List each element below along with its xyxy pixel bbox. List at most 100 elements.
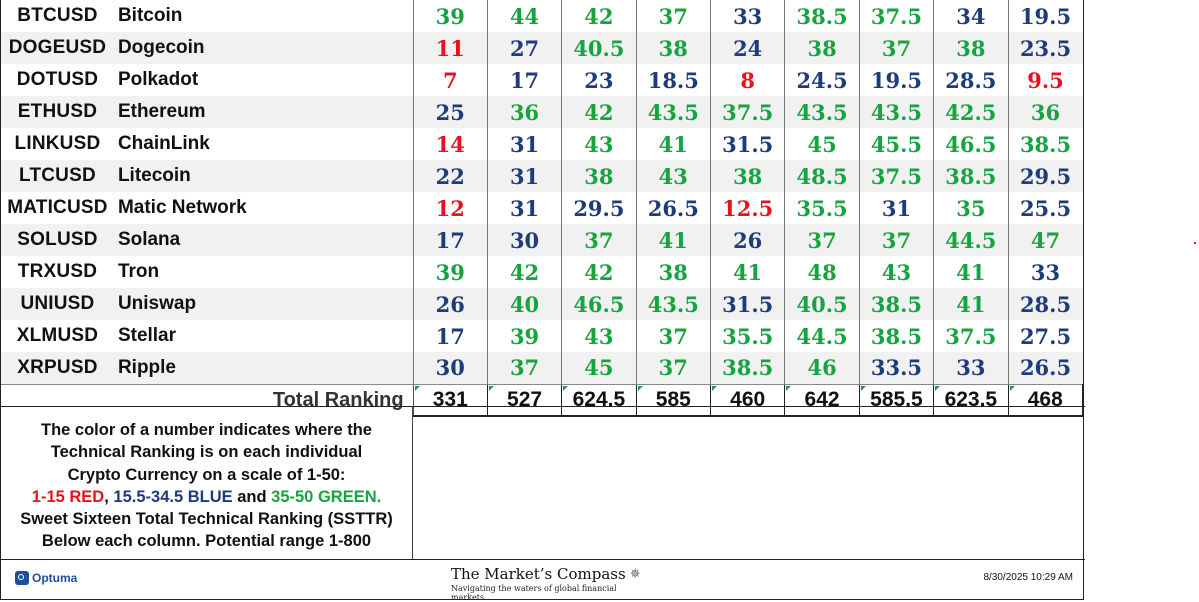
ranking-cell: 12 — [413, 192, 488, 224]
ranking-cell: 26 — [710, 224, 786, 256]
row-symbol: XRPUSD — [1, 352, 114, 384]
ranking-cell: 31.5 — [710, 128, 786, 160]
row-symbol: XLMUSD — [16, 325, 99, 346]
ranking-cell: 38.5 — [859, 288, 935, 320]
ranking-cell: 19.5 — [859, 64, 935, 96]
ranking-cell: 43 — [636, 160, 711, 192]
total-cell: 642 — [784, 383, 860, 417]
ranking-cell: 43.5 — [784, 96, 860, 128]
ranking-cell: 48 — [784, 256, 860, 288]
ranking-cell: 37 — [859, 224, 935, 256]
table-row: SOLUSD Solana 17 30 37 41 26 37 37 44.5 47 — [1, 224, 1083, 256]
stray-mark — [1194, 242, 1196, 244]
cell-marker — [414, 385, 420, 391]
brand-title: The Market’s Compass — [451, 565, 626, 583]
row-name: Polkadot — [113, 64, 414, 96]
legend-scale-line: 1-15 RED, 15.5-34.5 BLUE and 35-50 GREEN… — [1, 486, 412, 508]
color-legend: The color of a number indicates where th… — [1, 407, 413, 559]
ranking-cell: 38.5 — [1019, 131, 1072, 157]
ranking-cell: 41 — [710, 256, 786, 288]
ranking-cell: 40.5 — [784, 288, 860, 320]
ranking-cell: 42.5 — [933, 96, 1009, 128]
ranking-cell: 7 — [413, 64, 488, 96]
ranking-cell: 42 — [487, 256, 563, 288]
table-row: MATICUSD Matic Network 12 31 29.5 26.5 12.5 35.… — [1, 192, 1083, 224]
legend-line: Below each column. Potential range 1-800 — [41, 532, 372, 551]
total-cell: 331 — [412, 383, 488, 417]
row-symbol: DOGEUSD — [1, 32, 114, 64]
row-symbol: UNIUSD — [1, 288, 114, 320]
legend-separator: , — [104, 487, 114, 506]
table-row: TRXUSD Tron 39 42 42 38 41 48 43 41 33 — [1, 256, 1083, 288]
row-symbol: TRXUSD — [17, 261, 98, 282]
legend-line: The color of a number indicates where th… — [41, 421, 372, 439]
brand-tagline: Navigating the waters of global financia… — [451, 584, 617, 602]
row-symbol: SOLUSD — [1, 224, 114, 256]
ranking-cell: 28.5 — [933, 64, 1009, 96]
total-cell: 527 — [487, 383, 563, 417]
cell-marker — [860, 385, 866, 391]
total-value: 331 — [432, 387, 468, 411]
total-value: 624.5 — [572, 387, 626, 411]
ranking-cell: 43 — [859, 256, 935, 288]
ranking-cell: 34 — [933, 0, 1009, 32]
ranking-cell: 44 — [487, 0, 563, 32]
ranking-cell: 31 — [859, 192, 935, 224]
ranking-cell: 37.5 — [859, 0, 935, 32]
ranking-cell: 33 — [1030, 259, 1061, 285]
ranking-cell: 45.5 — [859, 128, 935, 160]
ranking-cell: 38 — [784, 32, 860, 64]
legend-line: Sweet Sixteen Total Technical Ranking (S… — [20, 510, 393, 529]
ranking-cell: 38.5 — [933, 160, 1009, 192]
brand-title-row: The Market’s Compass ✵ — [451, 565, 641, 583]
legend-green-range: 35-50 GREEN. — [271, 487, 382, 506]
cell-marker — [1009, 385, 1015, 391]
ranking-cell: 38 — [710, 160, 786, 192]
ranking-cell: 36 — [1008, 96, 1083, 128]
ranking-cell: 37.5 — [710, 96, 786, 128]
footer: Optuma The Market’s Compass ✵ Navigating… — [1, 560, 1085, 602]
legend-line: Technical Ranking is on each individual — [50, 443, 363, 462]
ranking-cell: 17 — [413, 320, 488, 352]
ranking-cell: 31 — [487, 128, 563, 160]
table-row: DOGEUSD Dogecoin 11 27 40.5 38 24 38 37 38 23.5 — [1, 32, 1083, 64]
cell-marker — [935, 385, 941, 391]
table-row: LTCUSD Litecoin 22 31 38 43 38 48.5 37.5 38.5 29.5 — [1, 160, 1083, 192]
legend-red-range: 1-15 RED — [31, 487, 105, 506]
ranking-cell: 9.5 — [1027, 67, 1064, 93]
optuma-logo: Optuma — [15, 571, 77, 585]
ranking-cell: 37 — [636, 320, 711, 352]
ranking-cell: 41 — [933, 288, 1009, 320]
ranking-cell: 30 — [413, 352, 488, 384]
row-name: Solana — [113, 224, 414, 256]
ranking-cell: 41 — [636, 224, 711, 256]
table-row: XRPUSD Ripple 30 37 45 37 38.5 46 33.5 33 26.5 — [1, 352, 1083, 384]
ranking-cell: 38.5 — [784, 0, 860, 32]
ranking-cell: 46 — [784, 352, 860, 384]
ranking-cell: 17 — [413, 224, 488, 256]
ranking-cell: 38 — [636, 256, 711, 288]
row-symbol: LINKUSD — [14, 133, 101, 154]
ranking-cell: 47 — [1008, 224, 1083, 256]
row-name: Ripple — [113, 352, 414, 384]
ranking-cell: 22 — [413, 160, 488, 192]
ranking-cell: 33 — [933, 352, 1009, 384]
ranking-cell: 25 — [413, 96, 488, 128]
total-value: 585 — [655, 387, 691, 411]
ranking-cell: 39 — [487, 320, 563, 352]
table-row: LINKUSD ChainLink 14 31 43 41 31.5 45 45.5 46.5 38… — [1, 128, 1083, 160]
total-value: 468 — [1027, 387, 1063, 411]
total-cell: 624.5 — [561, 383, 637, 417]
row-name: Tron — [113, 256, 414, 288]
optuma-logo-icon — [15, 571, 29, 585]
timestamp: 8/30/2025 10:29 AM — [983, 572, 1073, 583]
ranking-cell: 44.5 — [784, 320, 860, 352]
ranking-cell: 33 — [710, 0, 786, 32]
ranking-cell: 42 — [561, 256, 637, 288]
ranking-cell: 31 — [487, 192, 563, 224]
cell-marker — [711, 385, 717, 391]
total-value: 642 — [804, 387, 840, 411]
table-row: BTCUSD Bitcoin 39 44 42 37 33 38.5 37.5 34 19.5 — [1, 0, 1083, 32]
ranking-cell: 43.5 — [636, 96, 711, 128]
cell-marker — [637, 385, 643, 391]
